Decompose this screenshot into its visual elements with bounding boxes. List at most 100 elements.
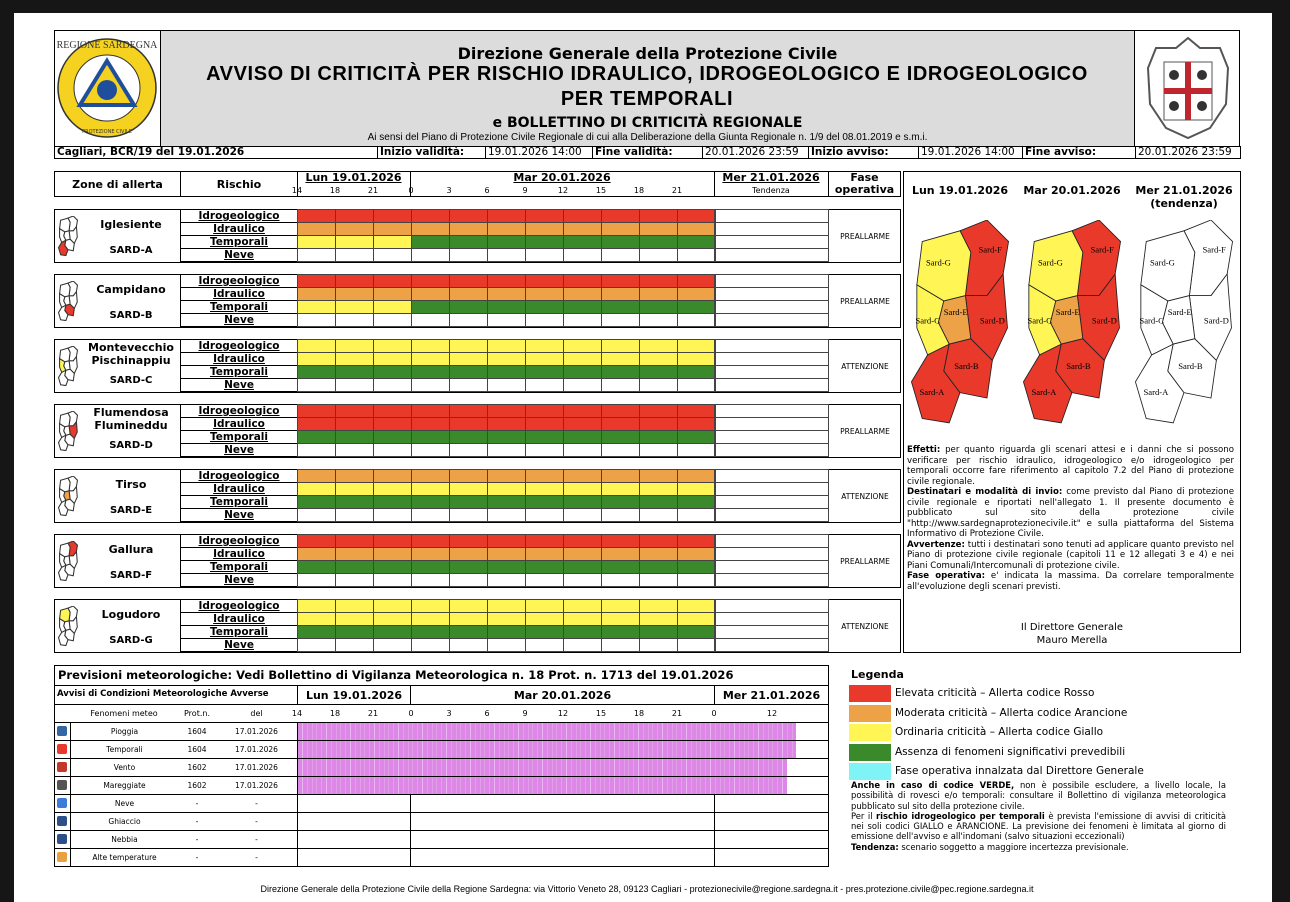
zone-code: SARD-D <box>109 439 153 451</box>
risk-cell <box>297 430 336 444</box>
risk-cell <box>373 352 412 366</box>
risk-cell <box>639 404 678 418</box>
risk-cell <box>601 469 640 483</box>
map-region <box>1140 230 1196 302</box>
risk-cell <box>525 638 564 652</box>
risk-cell <box>449 417 488 431</box>
risk-cell <box>373 573 412 587</box>
risk-cell <box>373 508 412 522</box>
map-label: Sard-F <box>1090 244 1114 254</box>
zone-icon-region <box>59 607 71 623</box>
text-run: Tendenza: <box>851 841 899 852</box>
risk-cell <box>373 248 412 262</box>
meteo-divider <box>297 758 298 776</box>
risk-label: Neve <box>180 638 298 652</box>
meteo-day: Lun 19.01.2026 <box>297 685 411 705</box>
note-paragraph: Fase operativa: e' indicata la massima. … <box>907 571 1234 592</box>
risk-label: Idrogeologico <box>180 339 298 353</box>
risk-cell <box>297 404 336 418</box>
risk-cell <box>601 300 640 314</box>
risk-cell <box>297 443 336 457</box>
risk-cell <box>373 612 412 626</box>
risk-cell <box>335 235 374 249</box>
meteo-date: 17.01.2026 <box>235 762 278 772</box>
meteo-name: Neve <box>70 794 178 812</box>
trend-cell <box>714 209 829 223</box>
risk-cell <box>601 417 640 431</box>
risk-cell <box>297 287 336 301</box>
risk-label: Idraulico <box>180 352 298 366</box>
risk-cell <box>335 599 374 613</box>
risk-label: Neve <box>180 508 298 522</box>
legend-swatch <box>849 704 891 722</box>
map-label: Sard-F <box>978 244 1002 254</box>
meteo-hour: 18 <box>633 708 645 718</box>
risk-cell <box>677 404 716 418</box>
risk-cell <box>563 482 602 496</box>
risk-cell <box>563 469 602 483</box>
risk-cell <box>335 300 374 314</box>
meteo-prot: - <box>195 816 199 826</box>
meteo-divider <box>297 812 298 830</box>
risk-cell <box>335 352 374 366</box>
meteo-hour: 21 <box>671 708 683 718</box>
zone-code: SARD-C <box>109 374 153 386</box>
info-cell: Inizio avviso: <box>808 146 919 159</box>
risk-label: Idrogeologico <box>180 469 298 483</box>
risk-cell <box>677 248 716 262</box>
risk-cell <box>335 443 374 457</box>
risk-cell <box>335 417 374 431</box>
risk-cell <box>563 443 602 457</box>
risk-cell <box>335 495 374 509</box>
legend-swatch <box>849 724 891 741</box>
risk-cell <box>373 443 412 457</box>
risk-cell <box>297 508 336 522</box>
meteo-bar <box>298 723 797 740</box>
risk-cell <box>525 469 564 483</box>
meteo-hour: 18 <box>329 708 341 718</box>
phase-header: Fase operativa <box>828 171 901 197</box>
trend-cell <box>714 482 829 496</box>
risk-cell <box>601 443 640 457</box>
risk-cell <box>601 235 640 249</box>
risk-cell <box>601 274 640 288</box>
risk-cell <box>487 638 526 652</box>
risk-cell <box>639 430 678 444</box>
risk-cell <box>373 547 412 561</box>
legend-notes: Anche in caso di codice VERDE, non è pos… <box>851 780 1226 870</box>
risk-cell <box>411 495 450 509</box>
risk-cell <box>525 209 564 223</box>
risk-cell <box>449 313 488 327</box>
meteo-hour: 0 <box>711 708 717 718</box>
risk-cell <box>411 209 450 223</box>
subtitle: e BOLLETTINO DI CRITICITÀ REGIONALE <box>492 114 803 131</box>
hour-label: 6 <box>484 185 490 195</box>
risk-label: Idraulico <box>180 482 298 496</box>
risk-cell <box>335 469 374 483</box>
risk-cell <box>601 534 640 548</box>
risk-cell <box>373 430 412 444</box>
risk-cell <box>297 534 336 548</box>
meteo-divider <box>297 830 298 848</box>
meteo-divider <box>410 848 411 866</box>
meteo-divider <box>714 848 715 866</box>
meteo-name: Nebbia <box>70 830 178 848</box>
risk-cell <box>601 352 640 366</box>
risk-cell <box>487 534 526 548</box>
map-label: Sard-A <box>919 387 945 397</box>
legend-label: Elevata criticità – Allerta codice Rosso <box>895 687 1095 699</box>
risk-cell <box>525 352 564 366</box>
meteo-divider <box>410 794 411 812</box>
meteo-divider <box>297 722 298 740</box>
trend-cell <box>714 235 829 249</box>
risk-cell <box>601 339 640 353</box>
zone-icon <box>57 281 79 321</box>
risk-cell <box>449 300 488 314</box>
logo-text: REGIONE SARDEGNA <box>57 40 158 51</box>
map-label: Sard-B <box>954 361 979 371</box>
risk-label: Idraulico <box>180 222 298 236</box>
risk-cell <box>525 625 564 639</box>
risk-cell <box>373 638 412 652</box>
risk-cell <box>297 222 336 236</box>
risk-cell <box>335 638 374 652</box>
